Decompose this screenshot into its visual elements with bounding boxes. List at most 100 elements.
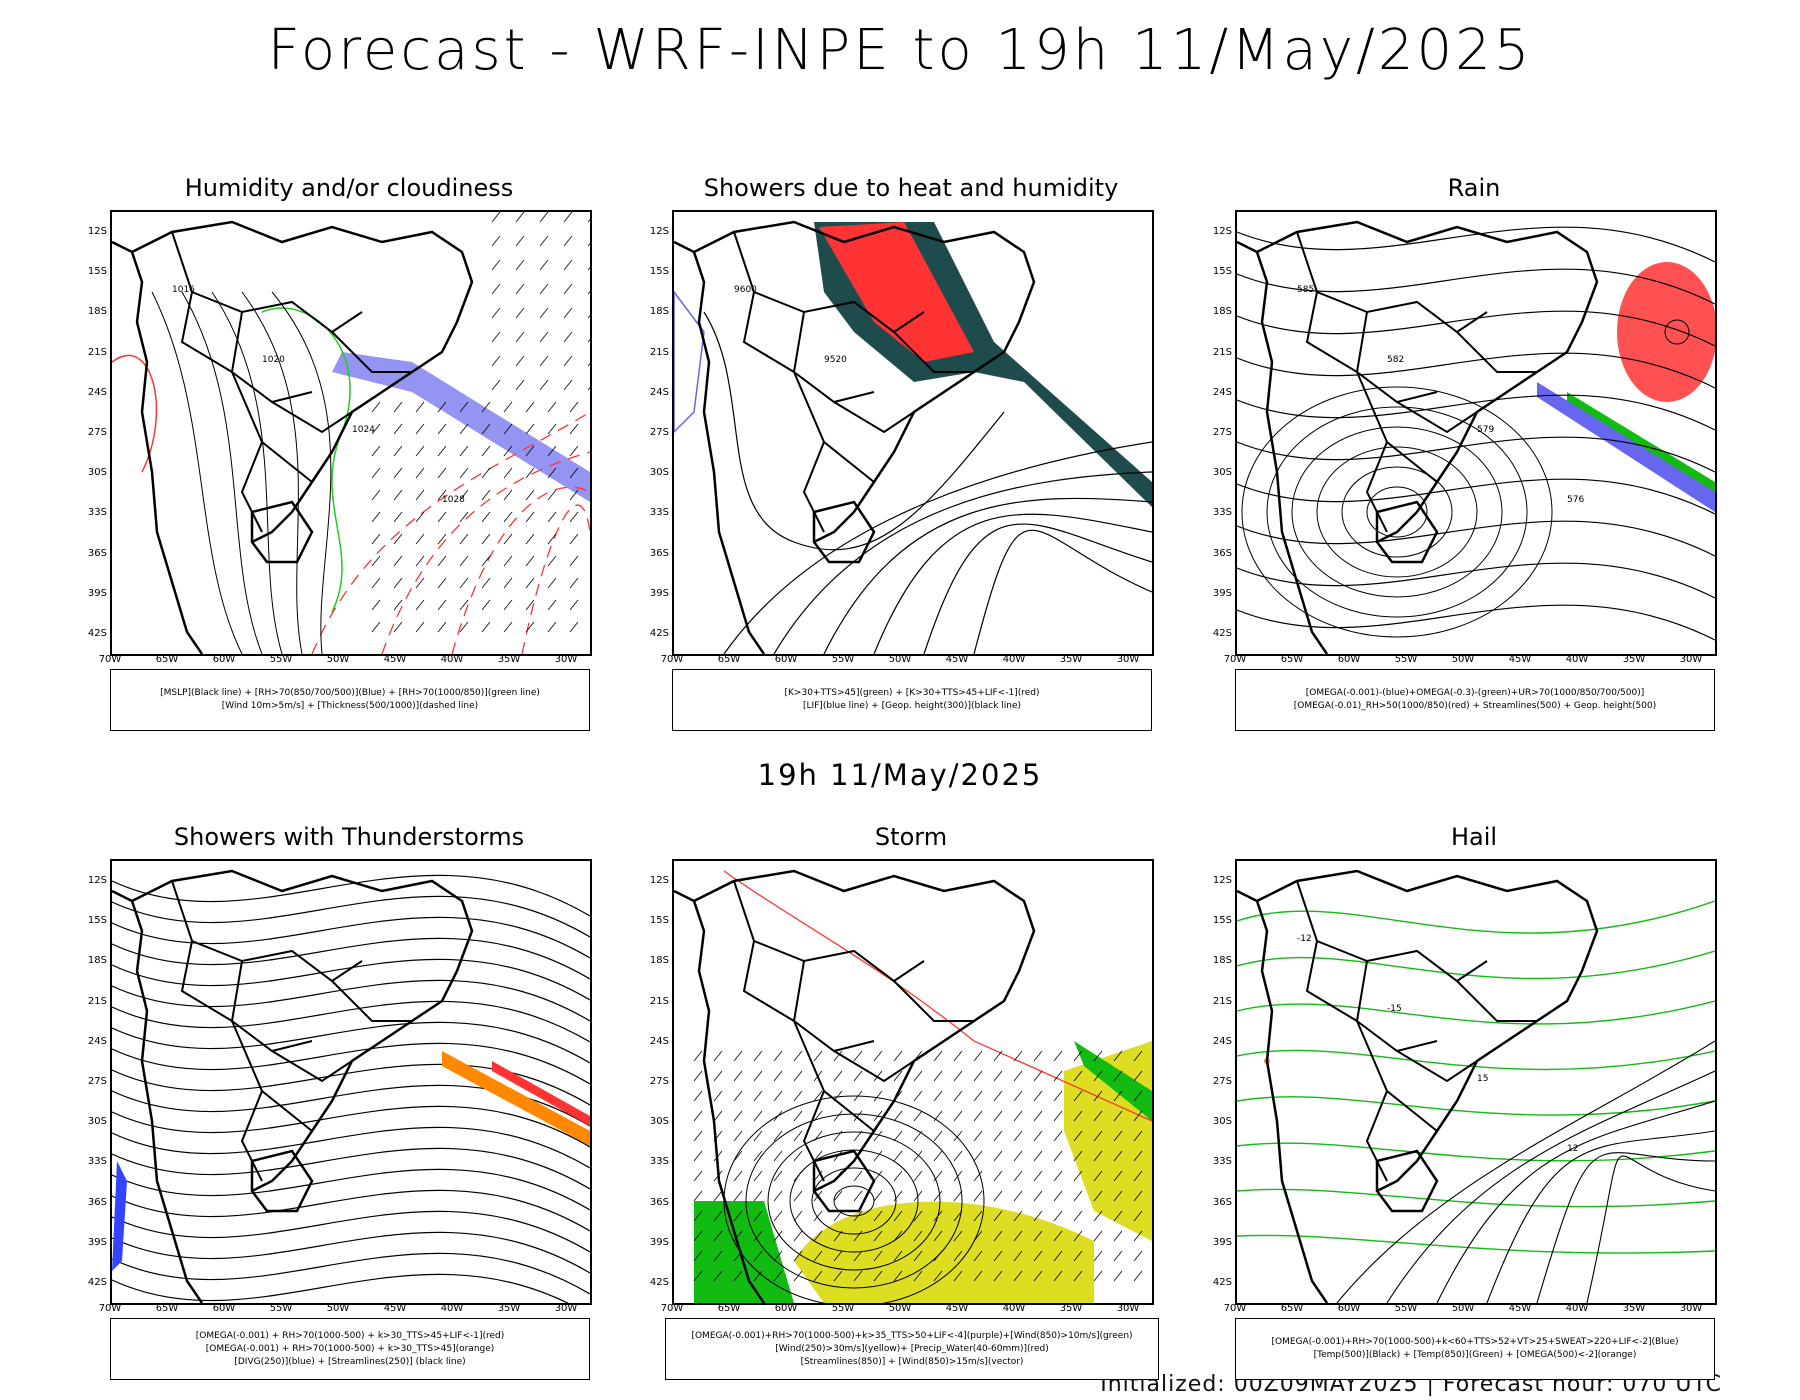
contour-label: 9600 (734, 285, 757, 295)
latitude-label: 39S (1212, 1236, 1232, 1248)
forecast-map (672, 859, 1154, 1305)
longitude-label: 45W (1508, 1303, 1532, 1314)
panel-title: Rain (1447, 174, 1501, 202)
latitude-label: 30S (1212, 467, 1232, 479)
longitude-label: 40W (1002, 1303, 1026, 1314)
legend-line: [OMEGA(-0.001) + RH>70(1000-500) + k>30_… (205, 1343, 495, 1354)
latitude-label: 30S (1212, 1116, 1232, 1128)
wind850-green-area (694, 1201, 794, 1303)
longitude-label: 55W (1394, 654, 1418, 665)
latitude-label: 24S (1212, 1035, 1232, 1047)
latitude-label: 39S (1212, 587, 1232, 599)
latitude-label: 15S (649, 266, 669, 278)
longitude-label: 65W (717, 1303, 741, 1314)
panel-title: Showers with Thunderstorms (173, 823, 525, 851)
latitude-label: 27S (1212, 427, 1232, 438)
longitude-label: 45W (1508, 654, 1532, 665)
longitude-label: 45W (383, 1303, 407, 1314)
longitude-label: 45W (383, 654, 407, 665)
panel-legend: [OMEGA(-0.001) + RH>70(1000-500) + k>30_… (110, 1318, 590, 1380)
latitude-label: 33S (649, 507, 669, 519)
latitude-label: 30S (649, 1116, 669, 1128)
latitude-label: 36S (649, 547, 669, 559)
legend-line: [DIVG(250)](blue) + [Streamlines(250)] (… (234, 1356, 466, 1367)
latitude-label: 24S (649, 386, 669, 398)
panel-legend: [K>30+TTS>45](green) + [K>30+TTS>45+LIF<… (672, 669, 1152, 731)
latitude-label: 27S (87, 427, 107, 438)
panel-title: Showers due to heat and humidity (703, 174, 1119, 202)
legend-line: [OMEGA(-0.001)+RH>70(1000-500)+k>35_TTS>… (691, 1330, 1133, 1341)
longitude-label: 35W (1059, 654, 1083, 665)
longitude-label: 60W (774, 1303, 798, 1314)
contour-label: 582 (1387, 355, 1404, 365)
longitude-label: 50W (326, 1303, 350, 1314)
longitude-label: 70W (660, 654, 684, 665)
latitude-label: 18S (87, 306, 107, 318)
latitude-label: 42S (649, 1277, 669, 1288)
contour-label: 15 (1477, 1074, 1488, 1084)
latitude-label: 24S (649, 1035, 669, 1047)
legend-line: [Temp(500)](Black) + [Temp(850)](Green) … (1313, 1350, 1637, 1360)
longitude-label: 40W (440, 654, 464, 665)
legend-line: [OMEGA(-0.001)+RH>70(1000-500)+k<60+TTS>… (1271, 1337, 1679, 1347)
longitude-label: 50W (1451, 654, 1475, 665)
longitude-label: 50W (326, 654, 350, 665)
forecast-map: 585 582 579 576 (1235, 210, 1717, 656)
longitude-label: 60W (212, 654, 236, 665)
latitude-label: 36S (649, 1196, 669, 1208)
forecast-map: 1016 1020 1024 1028 (110, 210, 592, 656)
latitude-label: 30S (87, 1116, 107, 1128)
longitude-label: 50W (1451, 1303, 1475, 1314)
latitude-label: 18S (87, 955, 107, 967)
longitude-label: 55W (831, 654, 855, 665)
main-title: Forecast - WRF-INPE to 19h 11/May/2025 (267, 18, 1533, 83)
contour-label: 576 (1567, 495, 1584, 505)
latitude-label: 42S (87, 628, 107, 639)
latitude-label: 21S (649, 995, 669, 1007)
k-tts-lif-red-area (819, 222, 974, 362)
latitude-label: 24S (87, 386, 107, 398)
forecast-map: -12 -15 15 12 (1235, 859, 1717, 1305)
latitude-label: 18S (649, 306, 669, 318)
latitude-label: 36S (87, 547, 107, 559)
longitude-label: 30W (1679, 654, 1703, 665)
latitude-label: 27S (649, 1076, 669, 1087)
latitude-label: 18S (649, 955, 669, 967)
panel-legend: [OMEGA(-0.001)+RH>70(1000-500)+k<60+TTS>… (1235, 1318, 1715, 1380)
latitude-label: 39S (87, 1236, 107, 1248)
map-canvas: 585 582 579 576 (1237, 220, 1715, 654)
longitude-label: 70W (660, 1303, 684, 1314)
latitude-label: 33S (1212, 1156, 1232, 1168)
latitude-label: 27S (87, 1076, 107, 1087)
longitude-label: 65W (717, 654, 741, 665)
latitude-label: 12S (649, 875, 669, 886)
contour-label: -12 (1297, 934, 1312, 944)
latitude-label: 42S (1212, 628, 1232, 639)
latitude-label: 33S (649, 1156, 669, 1168)
map-canvas: 9600 9520 (674, 220, 1152, 654)
latitude-label: 12S (87, 226, 107, 237)
longitude-label: 35W (1622, 1303, 1646, 1314)
panel-legend: [OMEGA(-0.001)+RH>70(1000-500)+k>35_TTS>… (665, 1318, 1159, 1380)
latitude-label: 18S (1212, 955, 1232, 967)
legend-line: [Streamlines(850)] + [Wind(850)>15m/s](v… (800, 1356, 1024, 1367)
latitude-label: 33S (87, 507, 107, 519)
contour-label: 1020 (262, 355, 285, 365)
longitude-label: 35W (1059, 1303, 1083, 1314)
latitude-label: 36S (1212, 547, 1232, 559)
longitude-label: 55W (269, 1303, 293, 1314)
legend-line: [OMEGA(-0.001)-(blue)+OMEGA(-0.3)-(green… (1305, 688, 1645, 698)
latitude-label: 36S (1212, 1196, 1232, 1208)
map-canvas: 1016 1020 1024 1028 (112, 212, 590, 654)
longitude-label: 60W (1337, 654, 1361, 665)
latitude-label: 21S (1212, 346, 1232, 358)
latitude-label: 42S (649, 628, 669, 639)
longitude-label: 65W (1280, 1303, 1304, 1314)
latitude-label: 12S (1212, 226, 1232, 237)
longitude-label: 70W (1223, 1303, 1247, 1314)
legend-line: [LIF](blue line) + [Geop. height(300)](b… (802, 701, 1022, 711)
latitude-label: 30S (87, 467, 107, 479)
rain-red-area (1617, 262, 1715, 402)
latitude-label: 15S (1212, 915, 1232, 927)
latitude-label: 15S (1212, 266, 1232, 278)
